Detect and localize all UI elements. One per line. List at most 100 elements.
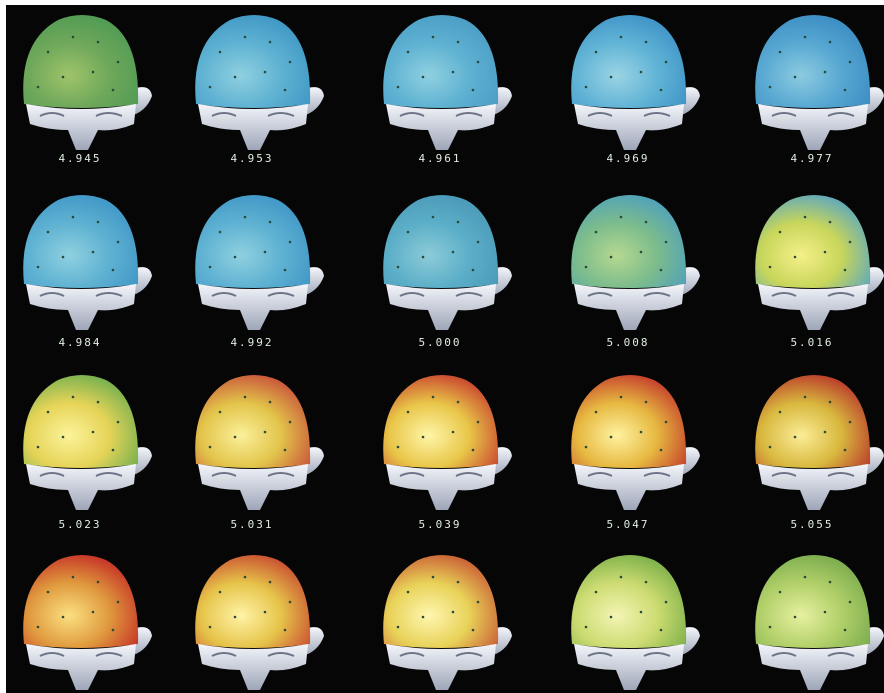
electrode bbox=[609, 75, 613, 79]
electrode bbox=[619, 395, 623, 399]
electrode bbox=[451, 430, 455, 434]
head bbox=[383, 375, 512, 510]
electrode bbox=[664, 60, 668, 64]
face bbox=[26, 104, 136, 150]
electrode bbox=[421, 615, 425, 619]
electrode bbox=[471, 268, 475, 272]
electrode bbox=[36, 265, 40, 269]
electrode bbox=[843, 88, 847, 92]
eyes bbox=[771, 112, 855, 117]
eyes bbox=[399, 112, 483, 117]
head bbox=[23, 195, 152, 330]
scalp-map bbox=[755, 555, 871, 648]
electrode bbox=[288, 420, 292, 424]
eyes bbox=[399, 472, 483, 477]
face bbox=[386, 644, 496, 690]
head bbox=[23, 375, 152, 510]
face bbox=[198, 104, 308, 150]
electrode bbox=[61, 255, 65, 259]
face bbox=[198, 284, 308, 330]
electrode bbox=[61, 435, 65, 439]
scalp-map bbox=[195, 15, 311, 108]
electrode bbox=[471, 448, 475, 452]
electrode bbox=[768, 445, 772, 449]
scalp-map bbox=[195, 195, 311, 288]
electrode bbox=[263, 610, 267, 614]
electrode bbox=[431, 395, 435, 399]
electrode bbox=[768, 265, 772, 269]
head bbox=[23, 15, 152, 150]
electrode bbox=[111, 628, 115, 632]
electrode bbox=[46, 590, 50, 594]
electrode bbox=[283, 88, 287, 92]
electrode bbox=[823, 250, 827, 254]
electrode bbox=[476, 240, 480, 244]
electrode bbox=[476, 420, 480, 424]
time-label: 4.984 bbox=[58, 336, 101, 349]
electrode bbox=[431, 215, 435, 219]
scalp-map bbox=[195, 555, 311, 648]
electrode bbox=[451, 70, 455, 74]
electrode bbox=[644, 400, 648, 404]
electrode bbox=[116, 240, 120, 244]
face bbox=[758, 644, 868, 690]
eyes bbox=[771, 292, 855, 297]
electrode bbox=[456, 400, 460, 404]
electrode bbox=[96, 580, 100, 584]
electrode bbox=[218, 230, 222, 234]
electrode bbox=[91, 610, 95, 614]
scalp-map bbox=[571, 195, 687, 288]
electrode bbox=[243, 395, 247, 399]
scalp-map bbox=[383, 195, 499, 288]
head bbox=[195, 375, 324, 510]
electrode bbox=[268, 400, 272, 404]
face bbox=[758, 464, 868, 510]
face bbox=[758, 284, 868, 330]
face bbox=[386, 464, 496, 510]
electrode bbox=[71, 395, 75, 399]
electrode bbox=[283, 628, 287, 632]
head bbox=[571, 195, 700, 330]
electrode bbox=[778, 50, 782, 54]
eyes bbox=[39, 112, 123, 117]
electrode bbox=[451, 250, 455, 254]
scalp-map bbox=[571, 555, 687, 648]
electrode bbox=[659, 268, 663, 272]
electrode bbox=[116, 600, 120, 604]
electrode bbox=[476, 60, 480, 64]
electrode bbox=[288, 240, 292, 244]
electrode bbox=[476, 600, 480, 604]
electrode bbox=[584, 265, 588, 269]
electrode bbox=[46, 230, 50, 234]
scalp-map bbox=[571, 375, 687, 468]
head bbox=[755, 555, 884, 690]
scalp-map bbox=[23, 195, 139, 288]
electrode bbox=[116, 420, 120, 424]
eyes bbox=[771, 652, 855, 657]
electrode bbox=[283, 448, 287, 452]
head bbox=[383, 555, 512, 690]
electrode bbox=[456, 40, 460, 44]
electrode bbox=[91, 430, 95, 434]
eyes bbox=[587, 472, 671, 477]
face bbox=[574, 104, 684, 150]
electrode bbox=[609, 615, 613, 619]
electrode bbox=[111, 268, 115, 272]
electrode bbox=[233, 75, 237, 79]
electrode bbox=[431, 35, 435, 39]
electrode bbox=[36, 85, 40, 89]
electrode bbox=[71, 35, 75, 39]
time-label: 5.023 bbox=[58, 518, 101, 531]
electrode bbox=[406, 50, 410, 54]
electrode bbox=[843, 448, 847, 452]
electrode bbox=[664, 420, 668, 424]
electrode bbox=[36, 625, 40, 629]
electrode bbox=[421, 255, 425, 259]
electrode bbox=[263, 70, 267, 74]
electrode bbox=[823, 70, 827, 74]
face bbox=[386, 284, 496, 330]
electrode bbox=[208, 625, 212, 629]
electrode bbox=[406, 590, 410, 594]
time-label: 4.992 bbox=[230, 336, 273, 349]
